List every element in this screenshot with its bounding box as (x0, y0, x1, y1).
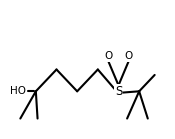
Text: O: O (125, 51, 133, 61)
Text: O: O (104, 51, 112, 61)
Text: HO: HO (10, 86, 26, 96)
Text: S: S (115, 85, 122, 98)
